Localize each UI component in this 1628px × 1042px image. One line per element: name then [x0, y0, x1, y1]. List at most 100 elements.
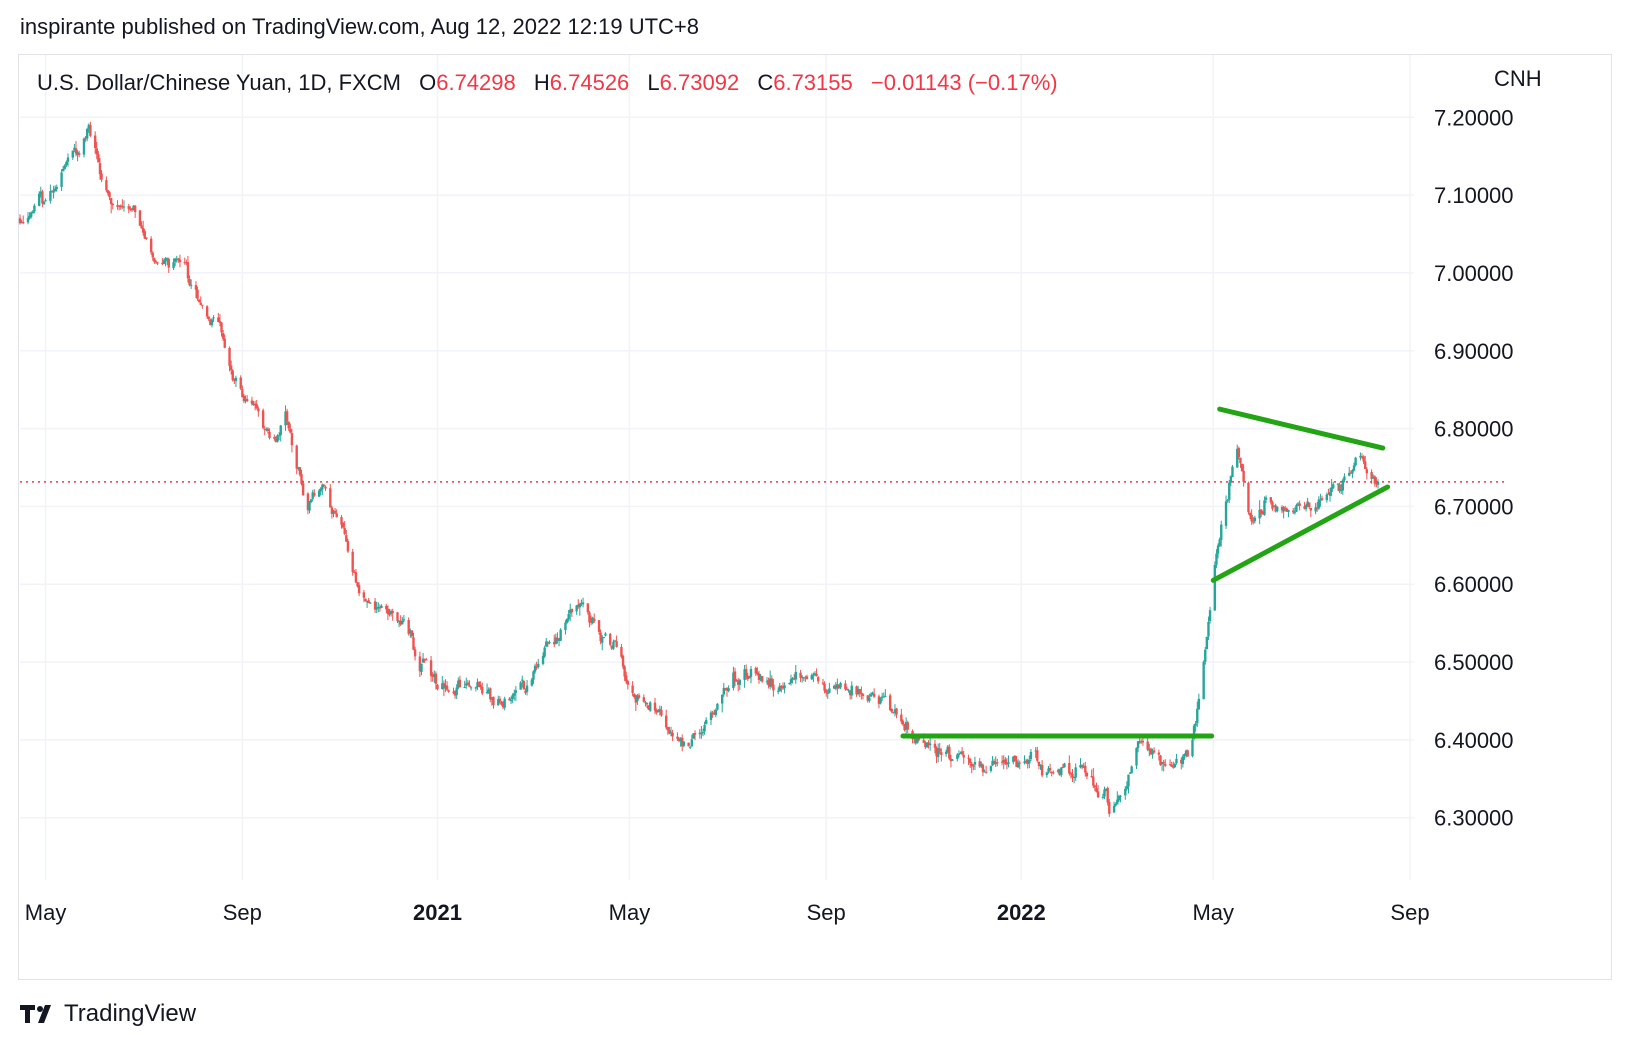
candle-up: [521, 675, 524, 688]
candle-down: [556, 632, 559, 644]
candle-up: [904, 717, 908, 737]
candle-down: [477, 680, 481, 688]
candle-down: [757, 670, 761, 684]
candle-up: [557, 638, 561, 647]
candle-up: [548, 640, 551, 645]
candle-down: [329, 484, 332, 508]
candle-down: [631, 681, 634, 697]
candle-down: [322, 483, 326, 488]
candle-down: [1365, 467, 1369, 480]
candle-down: [671, 729, 674, 742]
candle-up: [936, 743, 940, 763]
candle-down: [330, 505, 334, 519]
candle-down: [218, 314, 222, 327]
candle-up: [951, 759, 954, 761]
candle-up: [1125, 781, 1129, 791]
brand[interactable]: TradingView: [20, 997, 196, 1031]
grid: [20, 55, 1414, 880]
candle-down: [824, 688, 828, 697]
candle-up: [879, 697, 882, 705]
candle-down: [1186, 749, 1189, 757]
candle-down: [423, 658, 426, 663]
candle-up: [308, 500, 311, 514]
candle-up: [71, 150, 74, 160]
candle-down: [792, 674, 796, 681]
candle-up: [1229, 475, 1233, 486]
candle-up: [1317, 496, 1321, 510]
candle-down: [1298, 500, 1301, 511]
candle-down: [153, 257, 156, 264]
candle-up: [85, 127, 89, 142]
candle-down: [209, 318, 212, 326]
candle-up: [893, 704, 897, 717]
candle-up: [1194, 720, 1197, 732]
x-tick-label: Sep: [223, 900, 262, 925]
candle-down: [1058, 768, 1061, 776]
candle-up: [1135, 747, 1138, 770]
candle-up: [397, 620, 401, 628]
candle-down: [1090, 769, 1093, 778]
candle-up: [1264, 495, 1268, 504]
candle-down: [178, 254, 182, 268]
candle-up: [279, 424, 282, 442]
candle-up: [1296, 502, 1300, 506]
candle-down: [1000, 755, 1004, 766]
candle-down: [185, 259, 188, 266]
candle-up: [1023, 755, 1026, 765]
candle-up: [1343, 473, 1346, 483]
candle-down: [713, 709, 716, 715]
candle-down: [351, 548, 354, 576]
candle-up: [1325, 492, 1329, 503]
candle-up: [55, 184, 58, 192]
candle-down: [1159, 754, 1162, 766]
candle-up: [33, 203, 36, 214]
candle-down: [289, 423, 292, 434]
price-axis[interactable]: 7.20000 7.10000 7.00000 6.90000 6.80000 6.700…: [1434, 105, 1514, 830]
x-tick-label: May: [25, 900, 67, 925]
candle-up: [444, 679, 447, 692]
candle-down: [903, 723, 906, 732]
candle-down: [1320, 495, 1324, 502]
candle-up: [804, 675, 807, 682]
candle-down: [250, 396, 254, 406]
candle-down: [1261, 510, 1265, 515]
candle-down: [333, 508, 337, 515]
candle-up: [511, 693, 514, 704]
candle-down: [121, 199, 124, 209]
candle-down: [1316, 502, 1319, 512]
candle-up: [1074, 763, 1077, 781]
triangle-lower-line[interactable]: [1210, 484, 1391, 583]
candle-up: [1045, 771, 1049, 778]
candle-up: [132, 204, 135, 211]
candle-up: [189, 279, 193, 289]
triangle-upper-line[interactable]: [1217, 406, 1386, 451]
symbol-name: U.S. Dollar/Chinese Yuan, 1D, FXCM: [37, 70, 401, 95]
candle-down: [821, 678, 825, 686]
candle-up: [455, 684, 458, 700]
candle-up: [1148, 743, 1151, 757]
candle-down: [848, 690, 852, 700]
candle-down: [972, 763, 975, 771]
candle-down: [119, 204, 122, 210]
candle-up: [172, 258, 175, 270]
candle-down: [805, 674, 809, 680]
candle-up: [162, 258, 166, 265]
time-axis[interactable]: May Sep 2021 May Sep 2022 May Sep: [25, 900, 1430, 925]
candle-up: [1359, 452, 1362, 461]
candle-down: [746, 672, 749, 681]
candle-up: [720, 694, 724, 713]
candle-down: [287, 421, 290, 431]
candle-up: [1072, 776, 1076, 784]
candle-down: [1050, 771, 1053, 777]
candle-down: [255, 399, 258, 410]
candle-down: [1250, 509, 1253, 525]
candle-up: [1056, 768, 1060, 774]
candle-down: [677, 737, 681, 743]
candle-down: [207, 316, 210, 322]
candle-up: [925, 742, 929, 749]
candle-down: [346, 538, 350, 553]
candle-up: [73, 143, 76, 153]
candle-up: [1130, 765, 1133, 774]
candle-up: [276, 434, 279, 443]
